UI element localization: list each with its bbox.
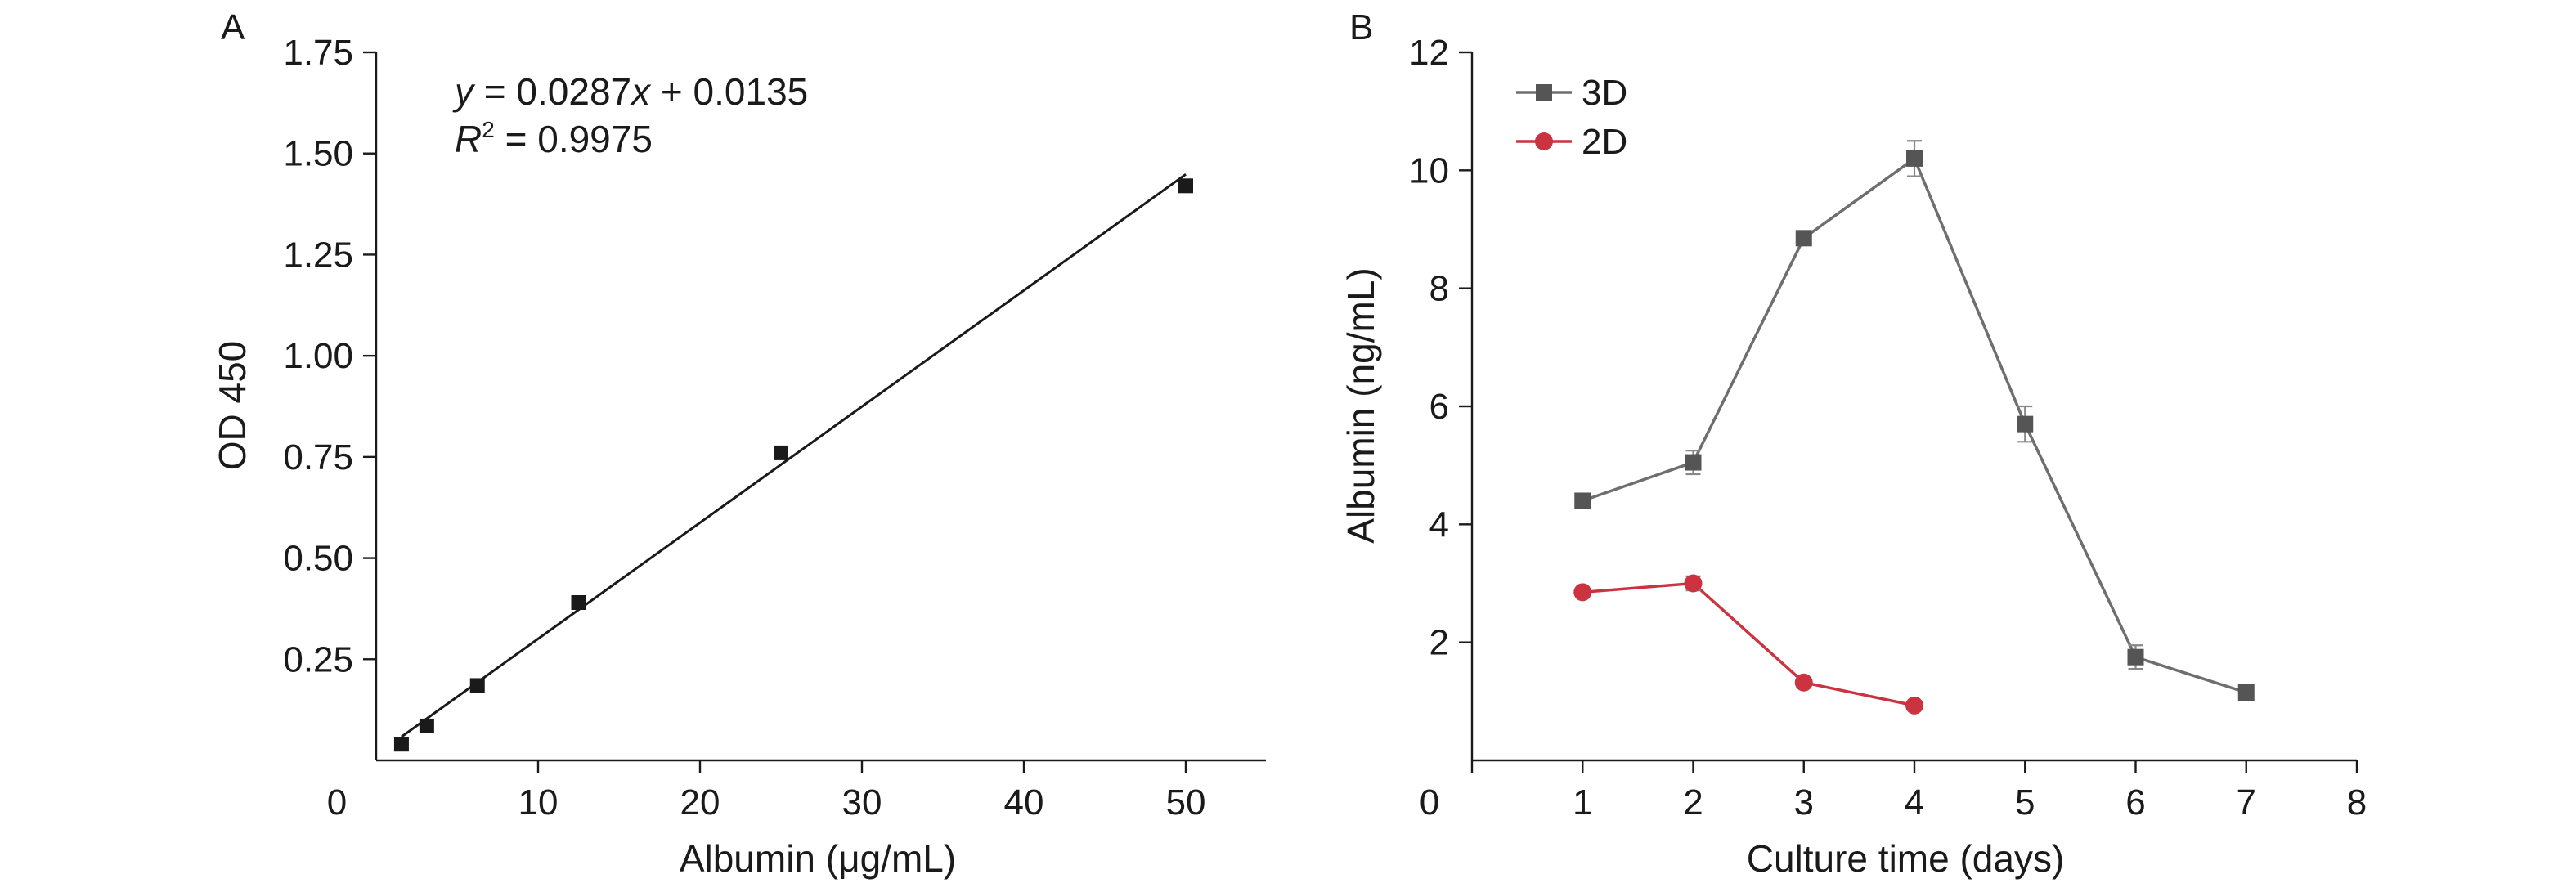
panel-a-equation: y = 0.0287x + 0.0135	[452, 70, 808, 113]
panel-a-x-tick-label: 40	[1004, 782, 1044, 823]
series-2d-point	[1684, 574, 1703, 593]
r-squared-exponent: 2	[482, 117, 495, 142]
panel-b-x-tick-label: 8	[2347, 782, 2367, 823]
panel-a-label: A	[221, 7, 245, 47]
panel-b-x-tick-label: 3	[1794, 782, 1814, 823]
panel-b-label: B	[1349, 7, 1373, 47]
panel-b-x-tick-label: 7	[2237, 782, 2256, 823]
panel-b-y-tick-label: 12	[1409, 33, 1449, 73]
series-3d-line	[1582, 156, 2247, 694]
panel-a-x-tick-label: 0	[327, 782, 347, 823]
series-2d-point	[1794, 673, 1813, 692]
series-3d-point	[2127, 648, 2144, 666]
series-3d-point	[1685, 454, 1702, 471]
panel-b-x-axis-title: Culture time (days)	[1747, 837, 2065, 880]
series-2d-point	[1573, 583, 1592, 602]
panel-b-y-tick-label: 6	[1429, 387, 1449, 427]
panel-a-x-tick-label: 30	[842, 782, 882, 823]
equation-slope: = 0.0287	[473, 70, 631, 113]
panel-a-r-squared: R2 = 0.9975	[455, 117, 653, 160]
panel-a-y-axis-title: OD 450	[211, 341, 254, 471]
equation-intercept: + 0.0135	[650, 70, 808, 113]
panel-a-x-tick-label: 20	[680, 782, 720, 823]
panel-a-data-point	[393, 737, 409, 752]
series-3d-point	[2237, 684, 2255, 701]
panel-a-y-tick-label: 1.00	[283, 336, 353, 376]
panel-a-points	[393, 178, 1193, 752]
legend-item-2d: 2D	[1516, 122, 1627, 162]
panel-a-y-tick-label: 1.75	[283, 33, 353, 73]
panel-a-data-point	[774, 445, 788, 460]
panel-a-y-tick-label: 1.50	[283, 134, 353, 174]
panel-a-x-axis-title: Albumin (μg/mL)	[680, 837, 956, 880]
series-2d-line	[1582, 581, 1915, 707]
panel-b-x-tick-label: 1	[1573, 782, 1592, 823]
legend-swatch-marker	[1535, 132, 1553, 150]
panel-b-x-tick-label: 6	[2125, 782, 2145, 823]
panel-a-y-tick-label: 0.25	[283, 639, 353, 679]
panel-a-y-tick-label: 1.25	[283, 235, 353, 275]
panel-a-chart: A 0.25 0.50 0.75 1.00 1.25 1.50 1.75 0 10 20 30 40 5…	[211, 7, 1266, 880]
equation-x-symbol: x	[630, 70, 652, 113]
panel-a-axes: 0.25 0.50 0.75 1.00 1.25 1.50 1.75 0 10 20 30 40 50	[283, 33, 1266, 823]
series-3d-group	[1574, 140, 2255, 701]
r-squared-value: = 0.9975	[495, 118, 653, 160]
panel-a-data-point	[571, 595, 586, 611]
legend-label: 3D	[1582, 73, 1627, 113]
panel-b-x-tick-label: 2	[1683, 782, 1703, 823]
series-3d-point	[2017, 415, 2034, 433]
series-3d-point	[1574, 492, 1591, 509]
panel-b-y-tick-label: 10	[1409, 150, 1449, 191]
panel-a-y-tick-label: 0.75	[283, 437, 353, 477]
panel-a-data-point	[419, 718, 434, 733]
panel-b-y-tick-label: 8	[1429, 269, 1449, 309]
panel-a-x-tick-label: 50	[1166, 782, 1206, 823]
panel-b-y-tick-label: 2	[1429, 623, 1449, 663]
series-2d-group	[1573, 574, 1923, 715]
panel-a-y-tick-label: 0.50	[283, 539, 353, 579]
panel-b-x-tick-label: 5	[2015, 782, 2035, 823]
series-2d-point	[1905, 696, 1923, 715]
panel-a-regression-line	[401, 173, 1187, 738]
panel-b-series	[1573, 140, 2255, 715]
legend-item-3d: 3D	[1516, 73, 1627, 113]
series-3d-point	[1795, 230, 1812, 247]
legend-swatch-marker	[1536, 84, 1552, 101]
panel-a-data-point	[469, 678, 485, 693]
panel-b-y-axis-title: Albumin (ng/mL)	[1340, 267, 1382, 543]
legend-label: 2D	[1582, 122, 1627, 162]
panel-b-x-tick-label: 4	[1905, 782, 1924, 823]
r-squared-symbol: R	[455, 118, 482, 160]
panel-b-y-tick-label: 4	[1429, 504, 1449, 545]
panel-b-x-tick-label: 0	[1420, 782, 1439, 823]
panel-a-x-tick-label: 10	[518, 782, 559, 823]
panel-a-fit-line	[401, 173, 1187, 738]
equation-y-symbol: y	[452, 70, 476, 113]
panel-a-data-point	[1178, 178, 1193, 194]
series-3d-point	[1906, 150, 1923, 167]
